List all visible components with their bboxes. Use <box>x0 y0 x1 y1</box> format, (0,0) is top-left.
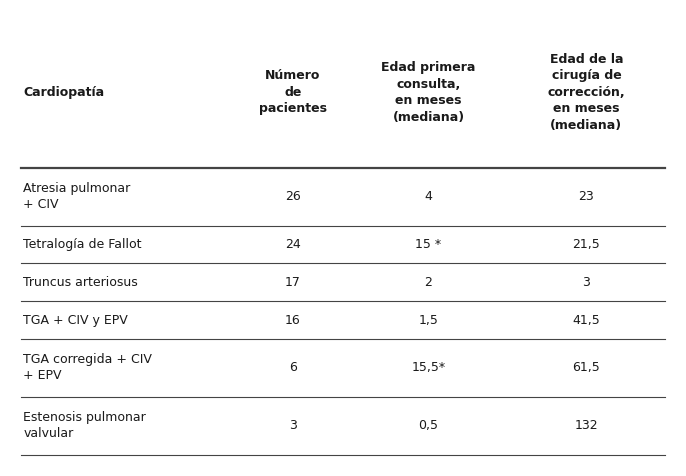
Text: Número
de
pacientes: Número de pacientes <box>259 69 327 115</box>
Text: 61,5: 61,5 <box>573 361 600 375</box>
Text: TGA + CIV y EPV: TGA + CIV y EPV <box>23 314 128 327</box>
Text: 26: 26 <box>285 190 301 203</box>
Text: Edad primera
consulta,
en meses
(mediana): Edad primera consulta, en meses (mediana… <box>381 61 475 124</box>
Text: Estenosis pulmonar
valvular: Estenosis pulmonar valvular <box>23 411 146 440</box>
Text: 0,5: 0,5 <box>418 419 438 432</box>
Text: Atresia pulmonar
+ CIV: Atresia pulmonar + CIV <box>23 182 130 211</box>
Text: Edad de la
cirugía de
corrección,
en meses
(mediana): Edad de la cirugía de corrección, en mes… <box>547 53 625 132</box>
Text: 24: 24 <box>285 238 301 251</box>
Text: 3: 3 <box>582 276 591 289</box>
Text: 3: 3 <box>289 419 297 432</box>
Text: 132: 132 <box>575 419 598 432</box>
Text: 2: 2 <box>425 276 432 289</box>
Text: 17: 17 <box>285 276 301 289</box>
Text: 1,5: 1,5 <box>418 314 438 327</box>
Text: Tetralogía de Fallot: Tetralogía de Fallot <box>23 238 142 251</box>
Text: TGA corregida + CIV
+ EPV: TGA corregida + CIV + EPV <box>23 354 152 383</box>
Text: 21,5: 21,5 <box>573 238 600 251</box>
Text: 15 *: 15 * <box>416 238 442 251</box>
Text: 4: 4 <box>425 190 432 203</box>
Text: Truncus arteriosus: Truncus arteriosus <box>23 276 138 289</box>
Text: 23: 23 <box>578 190 594 203</box>
Text: 6: 6 <box>289 361 297 375</box>
Text: 16: 16 <box>285 314 301 327</box>
Text: 15,5*: 15,5* <box>412 361 445 375</box>
Text: Cardiopatía: Cardiopatía <box>23 86 104 99</box>
Text: 41,5: 41,5 <box>573 314 600 327</box>
